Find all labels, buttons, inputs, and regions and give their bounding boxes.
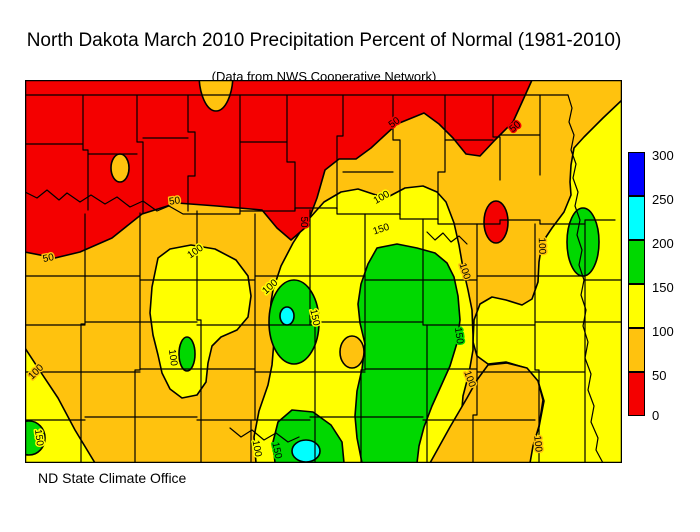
contour-label: 50 xyxy=(42,252,56,265)
county-boundaries-north xyxy=(25,94,569,221)
region-red-spot-east xyxy=(483,200,509,244)
river-zigzag-central xyxy=(229,231,468,443)
missouri-river-boundary xyxy=(25,189,616,225)
credit-text: ND State Climate Office xyxy=(38,470,187,486)
colorbar-segment-250-300 xyxy=(628,152,645,196)
region-cyan-south xyxy=(291,439,321,463)
colorbar-segment-200-250 xyxy=(628,196,645,240)
region-red-north xyxy=(25,80,533,259)
region-orange-spot-central xyxy=(339,335,365,369)
map-title: North Dakota March 2010 Precipitation Pe… xyxy=(26,30,622,51)
region-green-northeast xyxy=(566,207,600,277)
county-boundaries-south xyxy=(25,209,622,463)
colorbar-segment-150-200 xyxy=(628,240,645,284)
contour-label: 100 xyxy=(531,435,543,453)
red-river-east-boundary xyxy=(567,94,604,463)
colorbar-segment-0-50 xyxy=(628,372,645,416)
contour-label: 150 xyxy=(32,429,45,447)
contour-label: 100 xyxy=(250,439,264,458)
map-svg: 50 50 50 50 50 100 100 100 100 100 100 1… xyxy=(25,80,622,463)
contour-label: 50 xyxy=(298,216,309,228)
region-cyan-central xyxy=(279,306,295,326)
contour-label: 150 xyxy=(307,308,321,327)
region-green-sliver-west xyxy=(178,336,196,372)
colorbar-legend: 300 250 200 150 100 50 0 xyxy=(628,149,674,422)
contour-label: 100 xyxy=(166,349,179,367)
contour-label: 50 xyxy=(168,195,181,208)
contour-label: 150 xyxy=(269,441,283,460)
nd-precip-map: 50 50 50 50 50 100 100 100 100 100 100 1… xyxy=(25,80,622,463)
colorbar-segment-100-150 xyxy=(628,284,645,328)
contour-label: 100 xyxy=(536,237,548,254)
region-orange-southeast xyxy=(429,362,544,463)
colorbar-segment-50-100 xyxy=(628,328,645,372)
region-green-west-edge xyxy=(25,420,46,456)
region-orange-spot-northwest xyxy=(110,153,130,183)
map-border xyxy=(25,80,622,463)
contour-label: 150 xyxy=(452,327,465,345)
region-green-east-central xyxy=(354,243,461,463)
region-green-south-central xyxy=(272,409,345,463)
